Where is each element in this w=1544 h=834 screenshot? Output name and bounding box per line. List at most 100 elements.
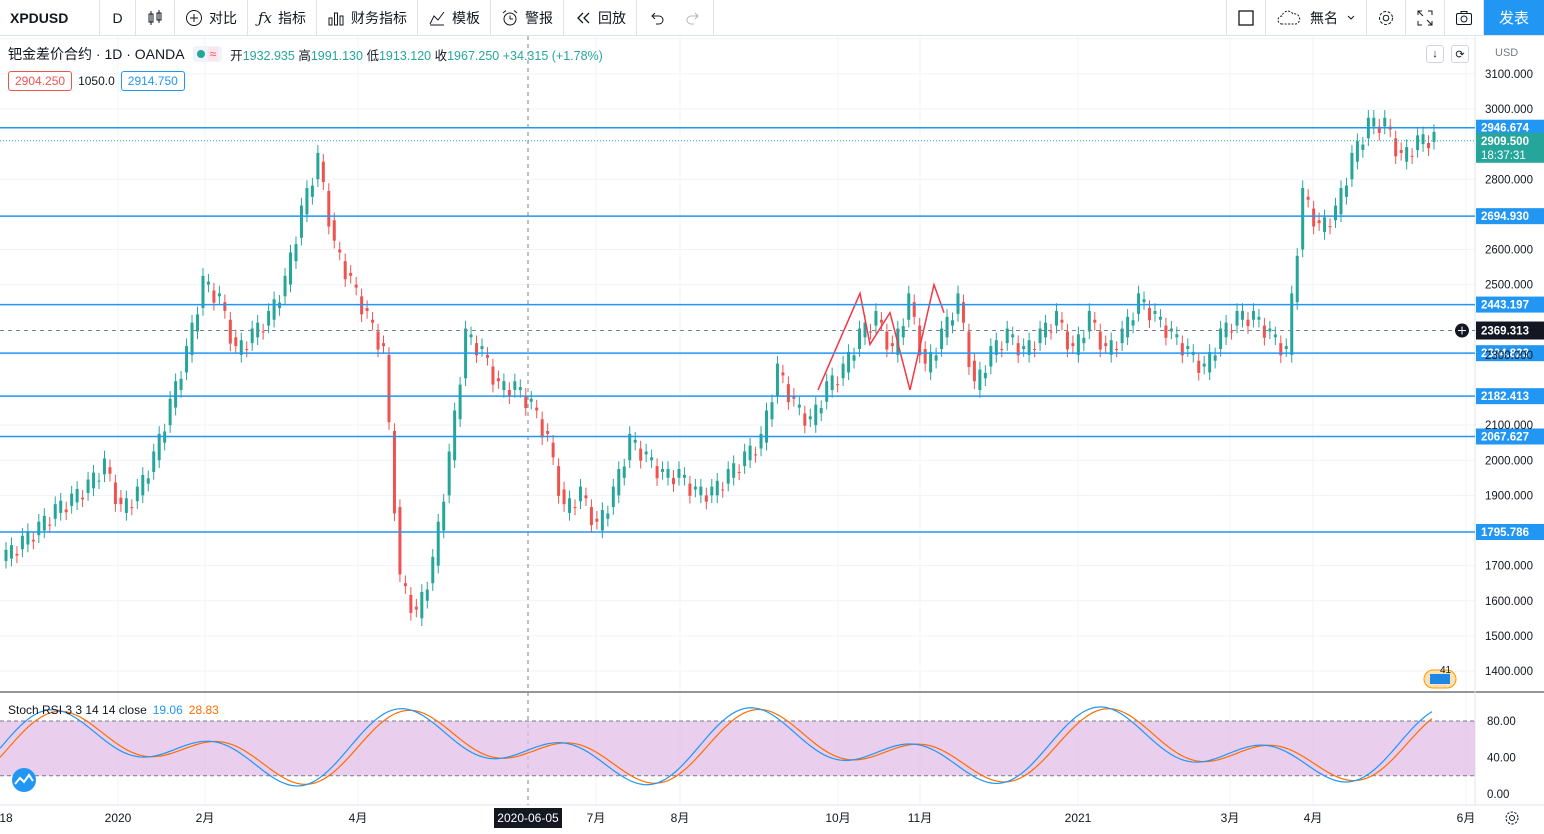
candle-body	[245, 349, 249, 351]
candle-body	[354, 284, 358, 288]
zigzag-drawing	[817, 281, 945, 391]
camera-icon	[1456, 10, 1472, 25]
symbol-search[interactable]: XPDUSD	[0, 0, 100, 35]
candle-body	[1399, 149, 1403, 153]
candle-body	[174, 381, 178, 408]
candle-body	[726, 469, 730, 484]
candle-body	[414, 606, 418, 610]
candle-body	[59, 500, 63, 513]
redo-button[interactable]	[675, 0, 715, 35]
candle-body	[551, 442, 555, 458]
candle-body	[589, 507, 593, 526]
candle-body	[978, 369, 982, 390]
candle-body	[409, 594, 413, 613]
interval-label: D	[112, 9, 123, 26]
fullscreen-button[interactable]	[1406, 0, 1445, 35]
candle-body	[775, 363, 779, 396]
open-label: 开	[230, 48, 243, 63]
candle-body	[803, 413, 807, 426]
level-price-tag	[1476, 523, 1544, 540]
chevron-down-icon	[1347, 15, 1355, 20]
time-axis-label: 3月	[1221, 811, 1240, 825]
candle-body	[1186, 346, 1190, 350]
candle-body	[858, 328, 862, 350]
close-label: 收	[434, 48, 448, 63]
candle-body	[206, 281, 210, 285]
scroll-down-button[interactable]: ↓	[1426, 45, 1444, 63]
candle-body	[1257, 316, 1261, 320]
candle-body	[392, 430, 396, 514]
candle-body	[825, 381, 829, 402]
candle-body	[945, 316, 949, 338]
candle-body	[1213, 355, 1217, 361]
candle-body	[431, 556, 435, 584]
candle-body	[1022, 346, 1026, 350]
indicators-button[interactable]: ƒx 指标	[248, 0, 318, 35]
candle-body	[1044, 322, 1048, 338]
financials-button[interactable]: 财务指标	[317, 0, 419, 35]
candle-body	[299, 205, 303, 238]
auto-scale-button[interactable]: ⟳	[1451, 45, 1469, 63]
buy-price-button[interactable]: 2914.750	[120, 71, 185, 91]
candle-body	[436, 521, 440, 566]
high-value: 1991.130	[310, 48, 363, 63]
templates-button[interactable]: 模板	[418, 0, 492, 35]
snapshot-button[interactable]	[1445, 0, 1484, 35]
chart-style-button[interactable]	[136, 0, 175, 35]
candle-body	[447, 451, 451, 496]
candle-body	[513, 381, 517, 390]
candle-body	[912, 302, 916, 317]
candle-body	[48, 524, 52, 526]
templates-label: 模板	[452, 9, 481, 26]
symbol-label: XPDUSD	[10, 9, 69, 26]
high-label: 高	[298, 48, 311, 63]
candle-body	[940, 328, 944, 350]
candle-body	[371, 319, 375, 323]
candle-body	[546, 430, 550, 434]
interval-button[interactable]: D	[100, 0, 136, 35]
candle-body	[1344, 185, 1348, 197]
ohlc-values: 开1932.935 高1991.130 低1913.120 收1967.250 …	[230, 45, 603, 64]
candle-body	[737, 471, 741, 473]
settings-button[interactable]	[1367, 0, 1406, 35]
save-layout-button[interactable]: 無名	[1266, 0, 1367, 35]
candle-body	[781, 372, 785, 376]
layout-select-button[interactable]	[1226, 0, 1266, 35]
alert-button[interactable]: 警报	[491, 0, 565, 35]
candle-body	[1339, 188, 1343, 215]
candle-body	[502, 381, 506, 390]
candle-body	[907, 293, 911, 320]
candle-body	[1011, 334, 1015, 338]
price-axis-tick: 2000.000	[1485, 455, 1533, 467]
candle-body	[655, 466, 659, 479]
alarm-clock-icon	[502, 9, 518, 25]
candle-body	[1087, 310, 1091, 332]
candle-body	[540, 419, 544, 438]
candle-body	[1060, 319, 1064, 323]
stoch-band	[0, 721, 1475, 776]
publish-button[interactable]: 发表	[1484, 0, 1544, 35]
candle-body	[786, 384, 790, 403]
candle-body	[135, 486, 139, 502]
visibility-toggle[interactable]: ≈	[192, 46, 223, 62]
undo-button[interactable]	[637, 0, 675, 35]
replay-button[interactable]: 回放	[564, 0, 638, 35]
candle-body	[1098, 331, 1102, 350]
candle-body	[868, 331, 872, 333]
chart-canvas[interactable]: 2946.674 2694.930 2443.197 2304.823 2182.413…	[0, 36, 1544, 834]
time-axis-label: 18	[0, 811, 13, 825]
candle-body	[81, 497, 85, 500]
crosshair-price-tag	[1476, 321, 1544, 340]
candle-body	[557, 466, 561, 496]
bar-chart-icon	[328, 12, 344, 25]
financials-label: 财务指标	[351, 9, 408, 26]
compare-button[interactable]: 对比	[175, 0, 248, 35]
candle-body	[343, 261, 347, 280]
candle-body	[1180, 343, 1184, 356]
candle-body	[967, 331, 971, 368]
candle-body	[442, 501, 446, 531]
candle-body	[1153, 310, 1157, 314]
price-axis-tick: 1900.000	[1485, 490, 1533, 502]
sell-price-button[interactable]: 2904.250	[8, 71, 73, 91]
candle-body	[1262, 325, 1266, 338]
